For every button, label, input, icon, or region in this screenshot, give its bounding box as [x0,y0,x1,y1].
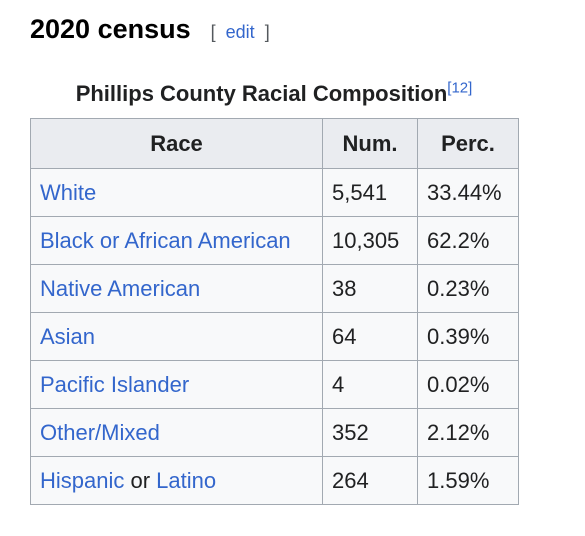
race-cell: Asian [30,312,323,361]
num-cell: 64 [322,312,418,361]
race-link-other-mixed[interactable]: Other/Mixed [40,419,160,445]
header-perc: Perc. [417,118,519,169]
edit-bracket-close: ] [264,22,270,42]
num-cell: 352 [322,408,418,457]
section-title: 2020 census [30,14,191,44]
perc-cell: 62.2% [417,216,519,265]
race-link-white[interactable]: White [40,179,97,205]
table-row: Asian 64 0.39% [30,312,519,361]
section-heading: 2020 census [ edit ] [30,14,270,45]
perc-cell: 0.39% [417,312,519,361]
perc-cell: 1.59% [417,456,519,505]
perc-cell: 2.12% [417,408,519,457]
header-race: Race [30,118,323,169]
race-link-hispanic[interactable]: Hispanic [40,467,125,493]
perc-cell: 0.23% [417,264,519,313]
race-cell: Pacific Islander [30,360,323,409]
race-cell: Other/Mixed [30,408,323,457]
table-row: Other/Mixed 352 2.12% [30,408,519,457]
table-row: White 5,541 33.44% [30,168,519,217]
race-link-native-american[interactable]: Native American [40,275,201,301]
table-caption-text: Phillips County Racial Composition [75,81,448,106]
num-cell: 264 [322,456,418,505]
racial-composition-table: Race Num. Perc. White 5,541 33.44% Black… [30,118,519,505]
perc-cell: 0.02% [417,360,519,409]
table-row: Native American 38 0.23% [30,264,519,313]
perc-cell: 33.44% [417,168,519,217]
header-num: Num. [322,118,418,169]
race-joiner-text: or [124,467,157,493]
edit-section-link[interactable]: edit [225,22,255,42]
race-link-pacific-islander[interactable]: Pacific Islander [40,371,190,397]
table-header-row: Race Num. Perc. [30,118,519,169]
reference-link[interactable]: [12] [447,79,473,97]
table-row: Pacific Islander 4 0.02% [30,360,519,409]
edit-bracket-open: [ [210,22,216,42]
table-caption: Phillips County Racial Composition[12] [30,81,518,107]
race-link-asian[interactable]: Asian [40,323,96,349]
table-row: Black or African American 10,305 62.2% [30,216,519,265]
race-cell: Native American [30,264,323,313]
edit-section-wrapper: [ edit ] [211,22,270,43]
table-row: Hispanic or Latino 264 1.59% [30,456,519,505]
num-cell: 10,305 [322,216,418,265]
race-cell: White [30,168,323,217]
race-link-black-or-african-american[interactable]: Black or African American [40,227,291,253]
num-cell: 4 [322,360,418,409]
num-cell: 38 [322,264,418,313]
race-cell: Black or African American [30,216,323,265]
race-cell: Hispanic or Latino [30,456,323,505]
race-link-latino[interactable]: Latino [156,467,217,493]
num-cell: 5,541 [322,168,418,217]
